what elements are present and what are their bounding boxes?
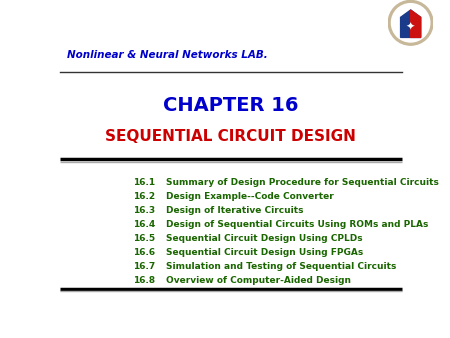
Text: Simulation and Testing of Sequential Circuits: Simulation and Testing of Sequential Cir… (166, 262, 396, 271)
Circle shape (392, 4, 430, 42)
Text: ✦: ✦ (406, 22, 415, 31)
Text: Design of Iterative Circuits: Design of Iterative Circuits (166, 206, 304, 215)
Text: SEQUENTIAL CIRCUIT DESIGN: SEQUENTIAL CIRCUIT DESIGN (105, 129, 356, 144)
Text: Summary of Design Procedure for Sequential Circuits: Summary of Design Procedure for Sequenti… (166, 178, 439, 187)
Text: 16.3: 16.3 (134, 206, 156, 215)
Text: 16.2: 16.2 (134, 192, 156, 201)
Text: Design of Sequential Circuits Using ROMs and PLAs: Design of Sequential Circuits Using ROMs… (166, 220, 428, 229)
Polygon shape (400, 10, 421, 38)
Text: Design Example--Code Converter: Design Example--Code Converter (166, 192, 334, 201)
Text: 16.5: 16.5 (134, 234, 156, 243)
Text: Nonlinear & Neural Networks LAB.: Nonlinear & Neural Networks LAB. (67, 50, 267, 60)
Text: 16.1: 16.1 (134, 178, 156, 187)
Polygon shape (410, 10, 421, 38)
Circle shape (388, 0, 433, 45)
Text: Overview of Computer-Aided Design: Overview of Computer-Aided Design (166, 276, 351, 285)
Text: CHAPTER 16: CHAPTER 16 (163, 96, 298, 115)
Text: Sequential Circuit Design Using CPLDs: Sequential Circuit Design Using CPLDs (166, 234, 363, 243)
Text: Sequential Circuit Design Using FPGAs: Sequential Circuit Design Using FPGAs (166, 248, 363, 257)
Text: 16.7: 16.7 (133, 262, 156, 271)
Text: 16.4: 16.4 (133, 220, 156, 229)
Text: 16.6: 16.6 (134, 248, 156, 257)
Text: 16.8: 16.8 (134, 276, 156, 285)
